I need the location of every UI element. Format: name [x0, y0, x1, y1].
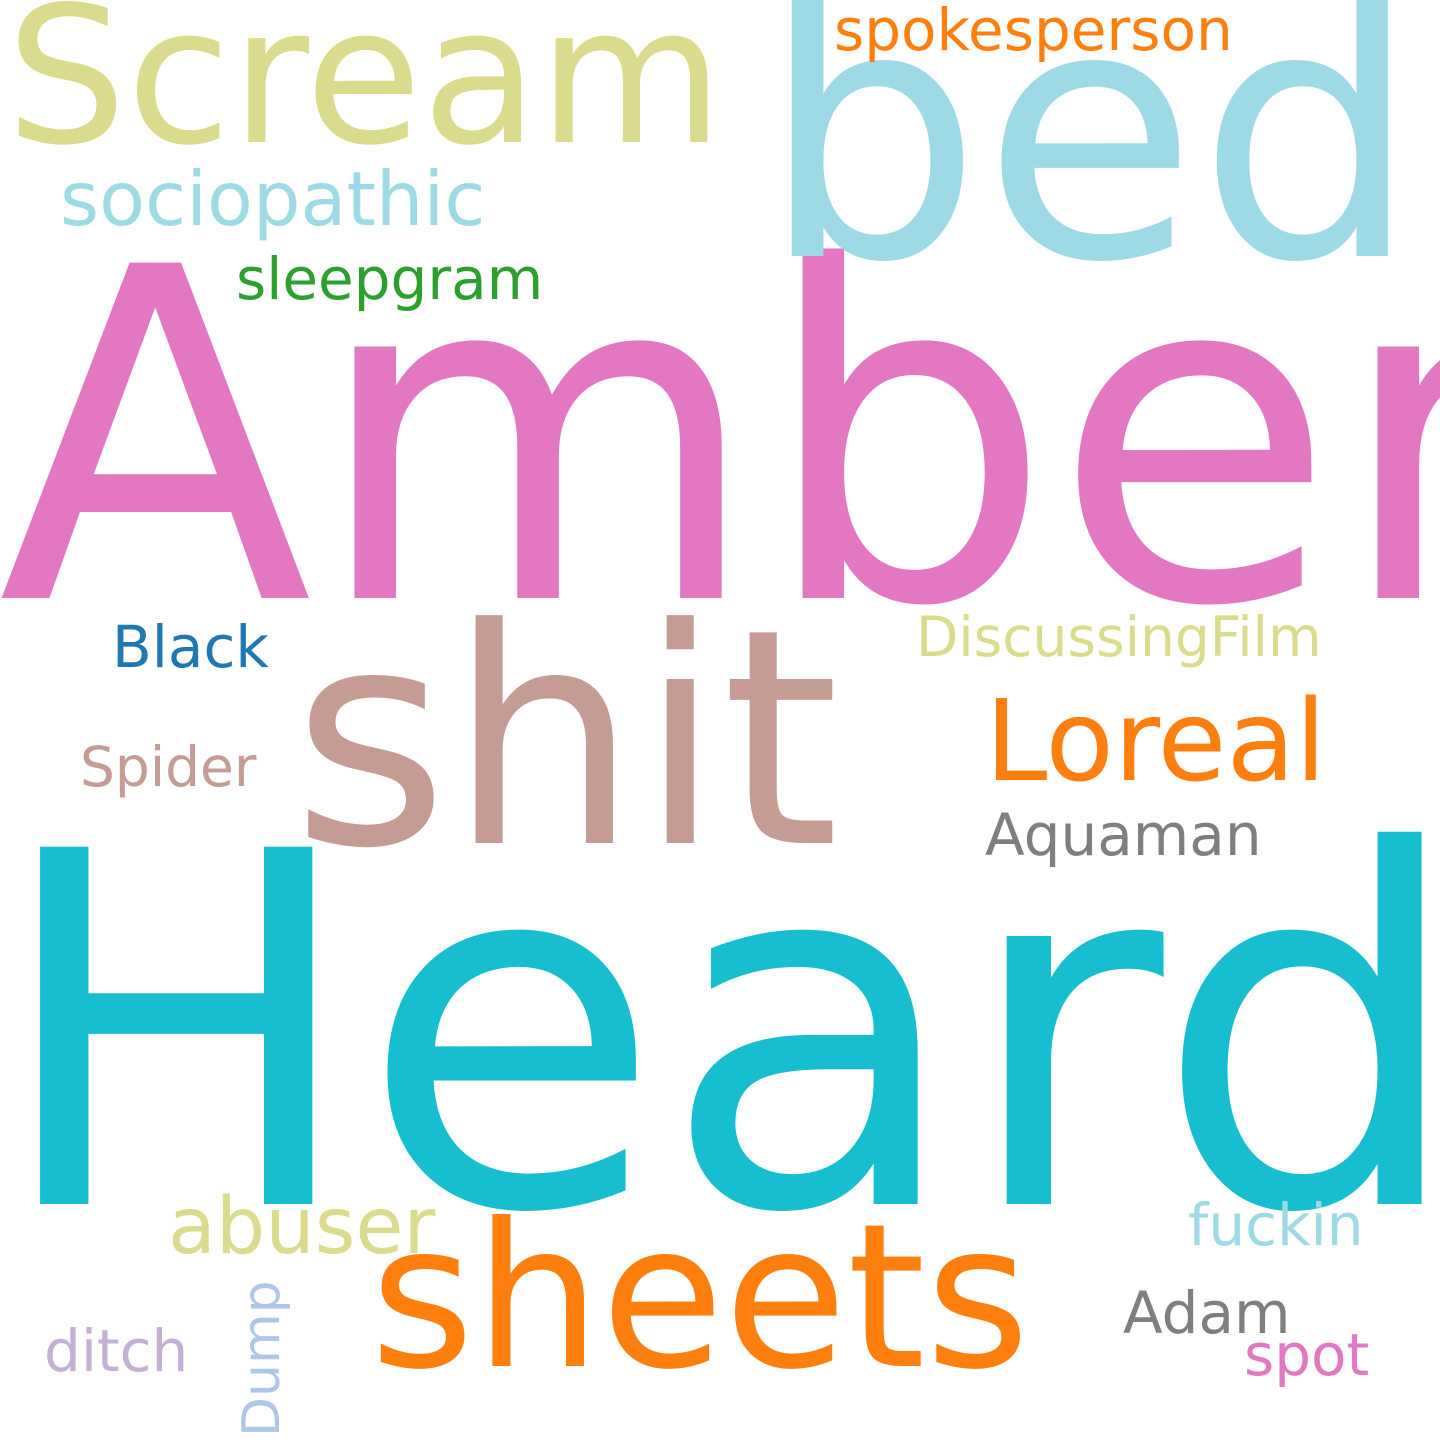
word-loreal: Loreal: [985, 677, 1327, 807]
word-shit: shit: [292, 565, 840, 914]
word-dump: Dump: [232, 1280, 292, 1437]
word-black: Black: [112, 613, 269, 681]
word-amber: Amber: [0, 172, 1440, 707]
word-ditch: ditch: [44, 1317, 189, 1385]
word-scream: Scream: [6, 0, 724, 187]
word-discussingfilm: DiscussingFilm: [916, 605, 1322, 669]
word-spider: Spider: [80, 735, 257, 799]
word-fuckin: fuckin: [1188, 1191, 1364, 1259]
word-sleepgram: sleepgram: [236, 245, 544, 313]
word-aquaman: Aquaman: [985, 801, 1262, 869]
word-abuser: abuser: [168, 1182, 436, 1272]
word-sheets: sheets: [370, 1181, 1030, 1414]
word-sociopathic: sociopathic: [60, 155, 486, 243]
word-spokesperson: spokesperson: [834, 0, 1233, 64]
word-bed: bed: [760, 0, 1420, 339]
word-heard: Heard: [0, 749, 1440, 1320]
word-adam: Adam: [1123, 1279, 1291, 1347]
word-spot: spot: [1244, 1321, 1370, 1389]
